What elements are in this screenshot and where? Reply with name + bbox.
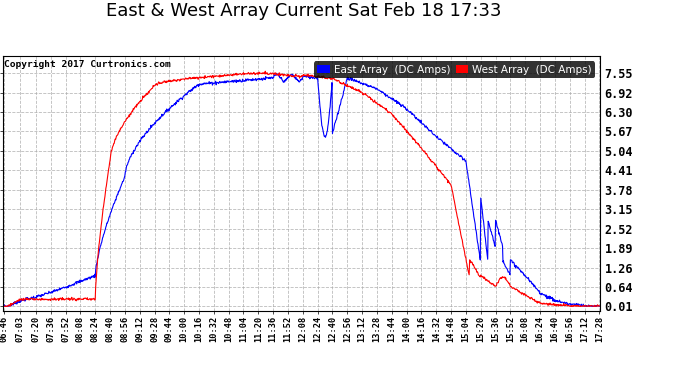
- Legend: East Array  (DC Amps), West Array  (DC Amps): East Array (DC Amps), West Array (DC Amp…: [314, 62, 595, 78]
- Text: Copyright 2017 Curtronics.com: Copyright 2017 Curtronics.com: [4, 60, 171, 69]
- Text: East & West Array Current Sat Feb 18 17:33: East & West Array Current Sat Feb 18 17:…: [106, 2, 502, 20]
